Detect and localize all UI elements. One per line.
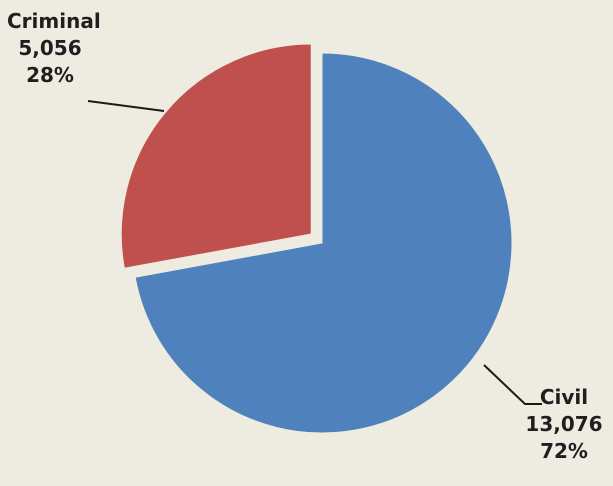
criminal-leader-line bbox=[87, 100, 165, 112]
civil-leader-line bbox=[483, 364, 542, 405]
civil-slice bbox=[134, 52, 513, 434]
criminal-data-label: Criminal 5,056 28% bbox=[7, 8, 101, 89]
civil-category-label: Civil bbox=[539, 385, 589, 409]
civil-value-label: 13,076 bbox=[525, 412, 603, 436]
criminal-value-label: 5,056 bbox=[18, 36, 82, 60]
civil-data-label: Civil 13,076 72% bbox=[520, 384, 608, 465]
criminal-percent-label: 28% bbox=[26, 63, 74, 87]
criminal-slice bbox=[120, 43, 312, 269]
criminal-category-label: Criminal bbox=[7, 9, 101, 33]
civil-percent-label: 72% bbox=[540, 439, 588, 463]
